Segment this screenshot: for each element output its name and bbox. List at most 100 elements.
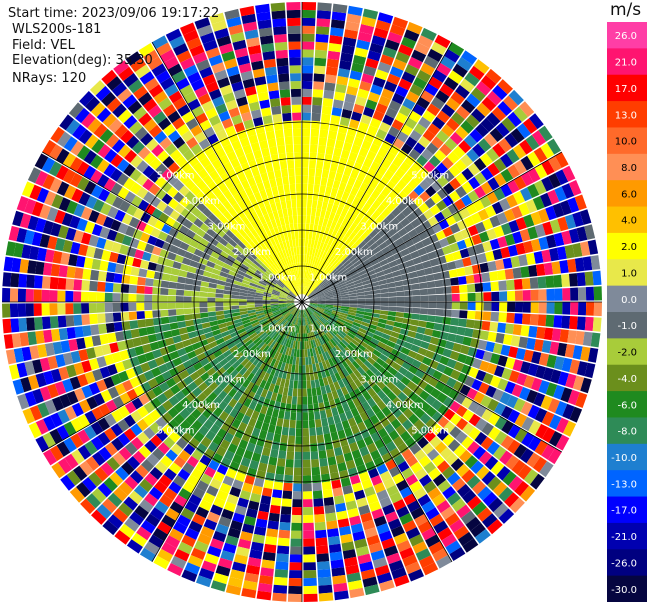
colorbar-tick: 8.0 — [621, 163, 637, 174]
velocity-gate — [238, 189, 248, 200]
velocity-gate — [196, 59, 211, 72]
velocity-gate — [370, 549, 385, 561]
velocity-gate — [335, 276, 343, 283]
velocity-gate — [465, 114, 480, 128]
velocity-gate — [228, 388, 237, 398]
velocity-gate — [164, 258, 175, 268]
velocity-gate — [287, 273, 293, 281]
velocity-gate — [297, 325, 300, 334]
velocity-gate — [203, 419, 214, 430]
velocity-gate — [234, 244, 244, 253]
velocity-gate — [360, 363, 369, 373]
velocity-gate — [275, 465, 285, 475]
velocity-gate — [388, 302, 397, 307]
velocity-gate — [187, 213, 198, 224]
velocity-gate — [262, 487, 273, 497]
velocity-gate — [419, 179, 431, 191]
velocity-gate — [497, 355, 508, 367]
velocity-gate — [460, 154, 474, 167]
velocity-gate — [113, 60, 130, 75]
velocity-gate — [219, 43, 234, 55]
velocity-gate — [399, 161, 411, 173]
velocity-gate — [234, 321, 243, 328]
velocity-gate — [254, 272, 263, 279]
velocity-gate — [104, 149, 118, 163]
velocity-gate — [482, 491, 498, 507]
velocity-gate — [191, 291, 200, 297]
velocity-gate — [287, 304, 295, 309]
velocity-gate — [436, 62, 452, 77]
velocity-gate — [277, 537, 290, 547]
velocity-gate — [356, 404, 366, 415]
velocity-gate — [384, 272, 394, 280]
velocity-gate — [263, 355, 271, 364]
velocity-gate — [366, 493, 379, 505]
velocity-gate — [530, 473, 545, 490]
velocity-gate — [199, 223, 210, 233]
velocity-gate — [323, 333, 330, 342]
velocity-gate — [514, 480, 529, 497]
velocity-gate — [372, 309, 381, 314]
velocity-gate — [331, 311, 340, 316]
velocity-gate — [242, 388, 251, 398]
velocity-gate — [454, 259, 464, 269]
velocity-gate — [153, 271, 163, 280]
velocity-gate — [254, 227, 263, 236]
velocity-gate — [184, 500, 199, 513]
velocity-gate — [418, 116, 431, 129]
velocity-gate — [376, 463, 388, 475]
velocity-gate — [231, 140, 242, 151]
velocity-gate — [332, 293, 341, 297]
velocity-gate — [309, 435, 317, 444]
velocity-gate — [123, 115, 138, 129]
velocity-gate — [152, 385, 163, 397]
velocity-gate — [461, 181, 474, 194]
velocity-gate — [248, 314, 257, 320]
velocity-gate — [330, 229, 338, 239]
velocity-gate — [323, 272, 330, 280]
velocity-gate — [263, 414, 272, 424]
velocity-gate — [309, 294, 317, 299]
velocity-gate — [333, 305, 342, 308]
velocity-gate — [302, 199, 307, 208]
velocity-gate — [150, 434, 163, 448]
colorbar-tick: 26.0 — [615, 31, 637, 42]
velocity-gate — [255, 269, 264, 277]
velocity-gate — [402, 318, 412, 325]
velocity-gate — [522, 290, 531, 301]
velocity-gate — [288, 314, 294, 322]
velocity-gate — [288, 380, 294, 389]
velocity-gate — [328, 464, 339, 474]
velocity-gate — [289, 292, 296, 298]
velocity-gate — [123, 496, 138, 511]
velocity-gate — [302, 9, 316, 19]
velocity-gate — [55, 165, 69, 181]
velocity-gate — [137, 199, 150, 212]
velocity-gate — [206, 485, 219, 497]
velocity-gate — [344, 93, 357, 104]
velocity-gate — [327, 349, 334, 359]
velocity-gate — [313, 224, 318, 233]
velocity-gate — [310, 215, 316, 224]
velocity-gate — [176, 514, 191, 528]
velocity-gate — [292, 207, 297, 216]
velocity-gate — [548, 431, 563, 447]
range-label: 4.00km — [182, 196, 220, 207]
velocity-gate — [118, 502, 134, 517]
velocity-gate — [284, 379, 290, 388]
velocity-gate — [224, 338, 234, 346]
velocity-gate — [89, 80, 106, 96]
velocity-gate — [17, 303, 27, 317]
colorbar-tick: -2.0 — [617, 348, 637, 359]
velocity-gate — [125, 368, 137, 380]
velocity-gate — [35, 372, 47, 388]
velocity-gate — [380, 54, 395, 66]
velocity-gate — [432, 473, 447, 487]
velocity-gate — [49, 428, 63, 445]
velocity-gate — [79, 460, 94, 476]
velocity-gate — [226, 150, 237, 162]
velocity-gate — [308, 411, 315, 421]
velocity-gate — [337, 224, 345, 234]
velocity-gate — [78, 129, 93, 145]
velocity-gate — [270, 277, 278, 284]
